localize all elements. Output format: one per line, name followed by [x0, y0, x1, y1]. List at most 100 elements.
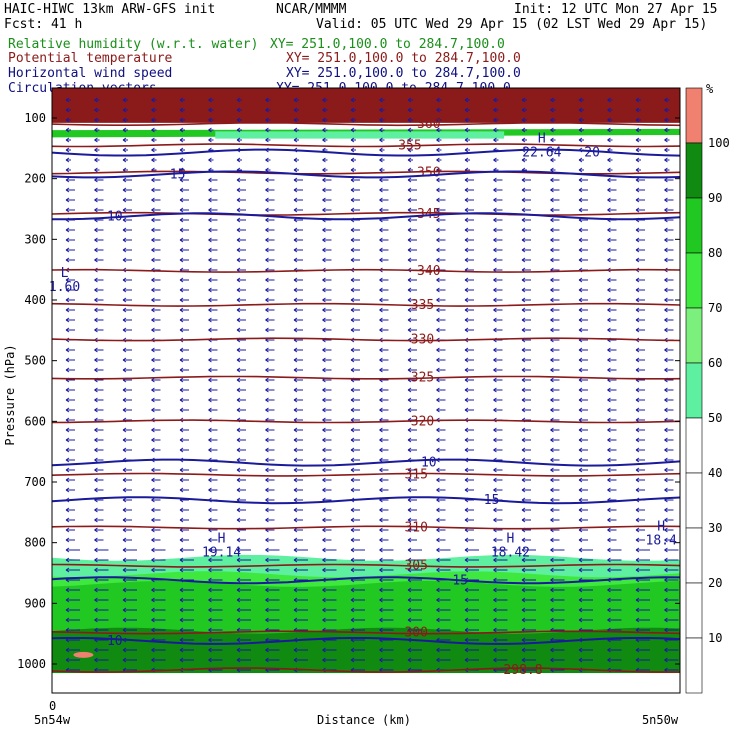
wind-vector-head — [322, 407, 326, 413]
wind-vector-head — [407, 127, 412, 133]
wind-vector-head — [407, 547, 412, 553]
wind-vector-head — [236, 277, 241, 283]
colorbar-segment — [685, 307, 703, 364]
wind-vector-head — [379, 507, 383, 513]
wind-vector-head — [65, 247, 70, 253]
wind-vector-head — [379, 227, 383, 233]
wind-vector-head — [208, 347, 212, 353]
wind-vector-head — [265, 307, 269, 313]
wind-vector-head — [407, 657, 412, 663]
wind-vector-head — [550, 117, 554, 123]
wind-vector-head — [265, 537, 269, 543]
wind-vector-head — [493, 507, 497, 513]
wind-vector-head — [407, 477, 412, 483]
wind-vector-head — [607, 187, 611, 193]
wind-vector-head — [236, 217, 241, 223]
wind-vector-head — [179, 377, 184, 383]
wind-vector-head — [65, 387, 70, 393]
wind-vector-head — [521, 137, 526, 143]
wind-vector-head — [607, 457, 611, 463]
wind-vector-head — [122, 117, 127, 123]
wind-vector-head — [550, 127, 554, 133]
wind-vector-head — [607, 527, 611, 533]
wind-contour — [51, 170, 681, 179]
wind-vector-head — [236, 357, 241, 363]
wind-vector-head — [607, 317, 611, 323]
wind-vector-head — [578, 437, 583, 443]
wind-vector-head — [578, 537, 583, 543]
wind-vector-head — [464, 517, 469, 523]
wind-vector-head — [521, 277, 526, 283]
wind-vector-head — [436, 477, 440, 483]
wind-vector-head — [322, 207, 326, 213]
wind-vector-head — [464, 407, 469, 413]
wind-vector-head — [322, 567, 326, 573]
wind-vector-head — [322, 237, 326, 243]
wind-vector-head — [550, 617, 554, 623]
model-title: HAIC-HIWC 13km ARW-GFS init — [4, 2, 215, 17]
wind-vector-head — [122, 437, 127, 443]
wind-vector-head — [65, 477, 70, 483]
wind-vector-head — [122, 617, 127, 623]
wind-vector-head — [236, 117, 241, 123]
wind-vector-head — [65, 127, 70, 133]
wind-vector-head — [550, 207, 554, 213]
wind-vector-head — [208, 197, 212, 203]
wind-vector-head — [208, 277, 212, 283]
wind-vector-head — [607, 167, 611, 173]
wind-vector-head — [379, 237, 383, 243]
wind-vector-head — [151, 317, 155, 323]
colorbar-label: 90 — [708, 191, 722, 205]
wind-vector-head — [550, 647, 554, 653]
wind-vector-head — [379, 657, 383, 663]
wind-vector-head — [578, 127, 583, 133]
wind-vector-head — [236, 427, 241, 433]
wind-vector-head — [550, 287, 554, 293]
wind-vector-head — [407, 207, 412, 213]
wind-vector-head — [208, 447, 212, 453]
wind-vector-head — [493, 627, 497, 633]
wind-vector-head — [464, 377, 469, 383]
wind-vector-head — [578, 317, 583, 323]
colorbar-segment — [685, 197, 703, 254]
wind-vector-head — [179, 467, 184, 473]
wind-vector-head — [407, 247, 412, 253]
wind-vector-head — [179, 387, 184, 393]
wind-vector-head — [436, 467, 440, 473]
wind-vector-head — [664, 277, 668, 283]
upper-moist-patch — [215, 131, 505, 139]
wind-vector-head — [664, 147, 668, 153]
wind-vector-head — [151, 467, 155, 473]
wind-vector-head — [293, 327, 298, 333]
wind-vector-head — [521, 427, 526, 433]
wind-vector-head — [635, 597, 640, 603]
wind-vector-head — [179, 657, 184, 663]
wind-vector-head — [379, 247, 383, 253]
wind-vector-head — [179, 107, 184, 113]
wind-vector-head — [350, 247, 355, 253]
wind-vector-head — [293, 107, 298, 113]
x-end-label-left: 5n54w — [34, 713, 71, 727]
wind-vector-head — [521, 467, 526, 473]
wind-vector-head — [521, 247, 526, 253]
wind-vector-head — [578, 257, 583, 263]
wind-vector-head — [265, 357, 269, 363]
wind-vector-head — [208, 517, 212, 523]
wind-vector-head — [379, 307, 383, 313]
colorbar-label: 70 — [708, 301, 722, 315]
wind-vector-head — [208, 597, 212, 603]
wind-vector-head — [293, 517, 298, 523]
wind-vector-head — [493, 157, 497, 163]
wind-vector-head — [464, 287, 469, 293]
theta-contour — [51, 143, 681, 148]
wind-vector-head — [179, 217, 184, 223]
wind-vector-head — [379, 107, 383, 113]
wind-vector-head — [65, 297, 70, 303]
wind-vector-head — [65, 207, 70, 213]
wind-vector-head — [94, 617, 98, 623]
wind-vector-head — [436, 397, 440, 403]
field-name-theta: Potential temperature — [8, 51, 173, 66]
wind-vector-head — [322, 227, 326, 233]
wind-vector-head — [607, 397, 611, 403]
wind-vector-head — [122, 317, 127, 323]
